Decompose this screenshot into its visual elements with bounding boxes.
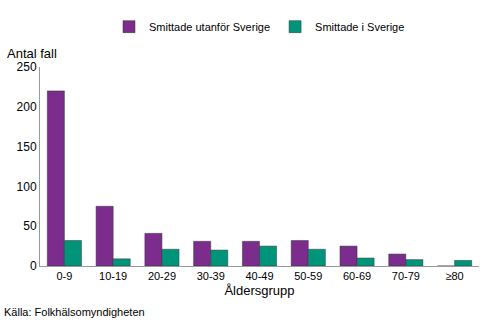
svg-text:Källa: Folkhälsomyndigheten: Källa: Folkhälsomyndigheten <box>4 306 145 318</box>
svg-text:Antal fall: Antal fall <box>7 46 57 61</box>
svg-text:10-19: 10-19 <box>99 270 127 282</box>
svg-text:70-79: 70-79 <box>392 270 420 282</box>
svg-text:Åldersgrupp: Åldersgrupp <box>224 283 294 298</box>
svg-text:30-39: 30-39 <box>197 270 225 282</box>
svg-text:Smittade utanför Sverige: Smittade utanför Sverige <box>149 21 270 33</box>
svg-text:≥80: ≥80 <box>445 270 463 282</box>
svg-text:100: 100 <box>17 180 37 194</box>
svg-text:150: 150 <box>17 140 37 154</box>
svg-text:60-69: 60-69 <box>343 270 371 282</box>
svg-text:Smittade i Sverige: Smittade i Sverige <box>315 21 404 33</box>
svg-text:0: 0 <box>30 259 37 273</box>
svg-text:250: 250 <box>17 60 37 74</box>
svg-text:40-49: 40-49 <box>245 270 273 282</box>
svg-text:0-9: 0-9 <box>56 270 72 282</box>
svg-text:50-59: 50-59 <box>294 270 322 282</box>
svg-text:20-29: 20-29 <box>148 270 176 282</box>
svg-text:50: 50 <box>23 219 37 233</box>
svg-text:200: 200 <box>17 100 37 114</box>
